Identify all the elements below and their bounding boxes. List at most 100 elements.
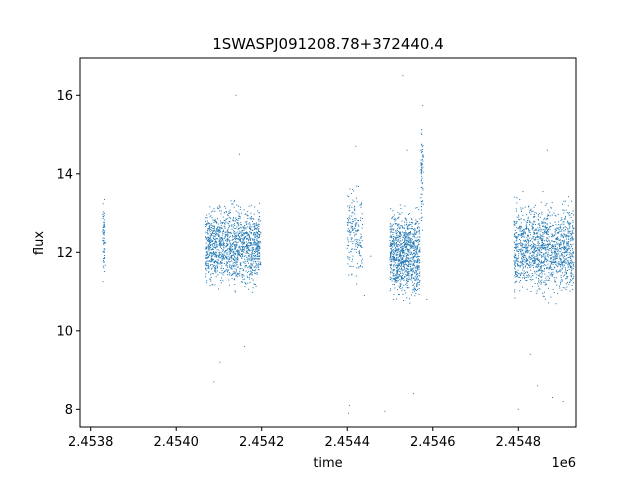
data-point xyxy=(223,221,225,223)
data-point xyxy=(235,262,237,264)
data-point xyxy=(525,244,527,246)
data-point xyxy=(558,255,560,257)
data-point xyxy=(217,206,219,208)
data-point xyxy=(542,239,544,241)
data-point xyxy=(568,235,570,237)
data-point xyxy=(253,266,255,268)
data-point xyxy=(517,236,519,238)
data-point xyxy=(390,272,392,274)
data-point xyxy=(355,223,357,225)
data-point xyxy=(211,255,213,257)
data-point xyxy=(537,230,539,232)
data-point xyxy=(403,273,405,275)
data-point xyxy=(259,240,261,242)
data-point xyxy=(241,249,243,251)
data-point xyxy=(396,272,398,274)
data-point xyxy=(412,289,414,291)
data-point xyxy=(205,242,207,244)
data-point xyxy=(418,259,420,261)
data-point xyxy=(218,227,220,229)
data-point xyxy=(544,226,546,228)
data-point xyxy=(546,232,548,234)
data-point xyxy=(534,215,536,217)
data-point xyxy=(211,248,213,250)
data-point xyxy=(256,250,258,252)
data-point xyxy=(545,277,547,279)
data-point xyxy=(565,289,567,291)
data-point xyxy=(399,287,401,289)
data-point xyxy=(390,243,392,245)
data-point xyxy=(540,235,542,236)
data-point xyxy=(350,237,352,239)
data-point xyxy=(102,217,104,219)
data-point xyxy=(248,238,250,240)
data-point xyxy=(420,168,422,170)
data-point xyxy=(557,213,559,215)
data-point xyxy=(254,258,256,260)
data-point xyxy=(208,238,210,240)
data-point xyxy=(555,239,557,241)
data-point xyxy=(210,251,212,253)
data-point xyxy=(243,239,245,241)
data-point xyxy=(234,271,236,273)
data-point xyxy=(564,255,566,257)
data-point xyxy=(242,250,244,252)
data-point xyxy=(207,237,209,239)
data-point xyxy=(524,232,526,234)
data-point xyxy=(536,264,538,266)
data-point xyxy=(530,248,532,250)
data-point xyxy=(569,266,571,268)
data-point xyxy=(515,259,517,261)
data-point xyxy=(235,239,237,241)
data-point xyxy=(397,226,399,228)
data-point xyxy=(546,243,548,245)
data-point xyxy=(257,247,259,249)
data-point xyxy=(526,274,528,276)
data-point xyxy=(254,251,256,253)
data-point xyxy=(104,264,106,266)
data-point xyxy=(521,235,523,237)
data-point xyxy=(250,272,252,274)
data-point xyxy=(552,259,554,261)
data-point xyxy=(247,238,249,240)
data-point xyxy=(399,253,401,255)
data-point xyxy=(250,217,252,219)
data-point xyxy=(249,242,251,243)
data-point xyxy=(568,224,570,226)
data-point xyxy=(398,223,400,225)
data-point xyxy=(406,279,408,281)
data-point xyxy=(237,276,239,278)
data-point xyxy=(257,218,259,220)
data-point xyxy=(544,257,546,259)
data-point xyxy=(219,236,221,238)
y-tick-label: 8 xyxy=(65,403,73,418)
data-point xyxy=(214,284,216,286)
data-point xyxy=(541,279,543,281)
data-point xyxy=(395,274,397,276)
data-point xyxy=(398,244,400,246)
data-point xyxy=(568,214,570,216)
data-point xyxy=(239,246,241,248)
data-point xyxy=(561,289,563,291)
data-point xyxy=(256,254,258,256)
data-point xyxy=(255,265,257,267)
data-point xyxy=(557,238,559,240)
data-point xyxy=(257,228,259,230)
data-point xyxy=(554,262,556,264)
data-point xyxy=(240,241,242,243)
data-point xyxy=(532,245,534,247)
data-point xyxy=(204,223,206,225)
data-point xyxy=(533,270,535,272)
data-point xyxy=(570,266,572,268)
data-point xyxy=(233,271,235,273)
data-point xyxy=(536,233,538,235)
data-point xyxy=(544,229,546,231)
data-point xyxy=(394,279,396,281)
data-point xyxy=(205,225,207,227)
data-point xyxy=(225,249,227,251)
data-point xyxy=(230,247,232,249)
data-point xyxy=(419,250,420,252)
data-point xyxy=(554,279,556,281)
data-point xyxy=(530,213,532,215)
data-point xyxy=(410,246,412,248)
